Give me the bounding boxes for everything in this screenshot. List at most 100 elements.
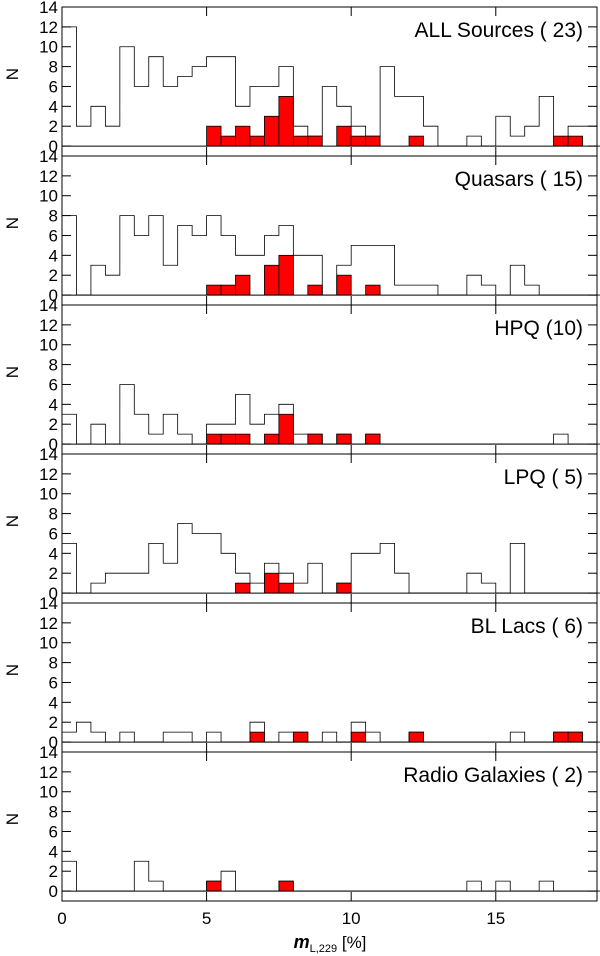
y-tick-label: 4 — [49, 842, 58, 861]
filled-bar — [292, 135, 309, 147]
y-tick-label: 12 — [39, 316, 58, 335]
y-tick-label: 4 — [49, 246, 58, 265]
filled-bar — [336, 582, 352, 594]
y-tick-label: 12 — [39, 763, 58, 782]
filled-bar — [206, 433, 222, 445]
filled-bar — [336, 125, 352, 147]
outline-histogram — [61, 860, 600, 892]
y-tick-label: 0 — [49, 733, 58, 752]
filled-bar — [264, 115, 280, 147]
x-axis-label-subscript: L,229 — [310, 943, 338, 955]
y-tick-label: 14 — [39, 0, 58, 17]
filled-bar — [553, 135, 569, 147]
filled-bar — [249, 135, 265, 147]
x-tick-label: 0 — [57, 909, 66, 928]
filled-bar — [278, 254, 294, 296]
y-tick-label: 10 — [39, 336, 58, 355]
filled-bar — [408, 135, 424, 147]
x-tick-label: 5 — [202, 909, 211, 928]
filled-bar — [553, 731, 569, 743]
filled-bar — [278, 96, 294, 147]
y-tick-label: 2 — [49, 266, 58, 285]
y-tick-label: 6 — [49, 524, 58, 543]
y-tick-label: 14 — [39, 743, 58, 762]
y-tick-label: 2 — [49, 415, 58, 434]
panel-title: ALL Sources ( 23) — [415, 19, 583, 42]
filled-bar — [206, 880, 222, 892]
y-tick-label: 10 — [39, 485, 58, 504]
x-axis-label-main: m — [294, 932, 310, 952]
y-tick-label: 8 — [49, 654, 58, 673]
y-tick-label: 8 — [49, 207, 58, 226]
y-axis-label: N — [3, 515, 22, 527]
y-tick-label: 2 — [49, 117, 58, 136]
filled-bar — [278, 880, 294, 892]
y-tick-label: 4 — [49, 395, 58, 414]
y-tick-label: 0 — [49, 137, 58, 156]
y-tick-label: 14 — [39, 296, 58, 315]
filled-bar — [307, 135, 323, 147]
y-tick-label: 6 — [49, 673, 58, 692]
outline-histogram — [61, 384, 600, 445]
panel-title: LPQ ( 5) — [504, 466, 583, 489]
y-tick-label: 12 — [39, 167, 58, 186]
filled-bar — [336, 274, 352, 296]
y-tick-label: 8 — [49, 58, 58, 77]
filled-bar — [249, 731, 265, 743]
y-tick-label: 0 — [49, 435, 58, 454]
filled-bar — [264, 433, 280, 445]
y-tick-label: 10 — [39, 187, 58, 206]
filled-bar — [206, 284, 222, 296]
filled-bar — [206, 125, 222, 147]
y-tick-label: 2 — [49, 713, 58, 732]
filled-bar — [292, 731, 309, 743]
filled-bar — [220, 433, 236, 445]
y-tick-label: 0 — [49, 584, 58, 603]
y-tick-label: 14 — [39, 594, 58, 613]
filled-bar — [220, 135, 236, 147]
filled-bar — [264, 264, 280, 296]
y-axis-label: N — [3, 68, 22, 80]
outline-histogram — [61, 721, 600, 743]
y-axis-label: N — [3, 217, 22, 229]
y-tick-label: 10 — [39, 783, 58, 802]
filled-bar — [307, 284, 323, 296]
filled-bar — [350, 135, 367, 147]
y-axis-label: N — [3, 813, 22, 825]
filled-bar — [336, 433, 352, 445]
y-tick-label: 4 — [49, 544, 58, 563]
panel-title: HPQ (10) — [494, 317, 583, 340]
y-tick-label: 6 — [49, 77, 58, 96]
y-tick-label: 12 — [39, 465, 58, 484]
y-tick-label: 14 — [39, 445, 58, 464]
y-tick-label: 2 — [49, 564, 58, 583]
outline-histogram — [61, 215, 600, 296]
x-axis-label-unit: [%] — [337, 933, 366, 952]
filled-bar — [365, 135, 381, 147]
filled-bar — [278, 582, 294, 594]
y-tick-label: 14 — [39, 147, 58, 166]
y-tick-label: 10 — [39, 634, 58, 653]
filled-bar — [365, 284, 381, 296]
filled-bar — [408, 731, 424, 743]
y-tick-label: 8 — [49, 356, 58, 375]
filled-bar — [235, 125, 251, 147]
y-axis-label: N — [3, 664, 22, 676]
x-axis: 0 5 10 15 — [57, 909, 505, 928]
panel-title: Quasars ( 15) — [455, 168, 583, 191]
x-tick-label: 10 — [342, 909, 361, 928]
y-tick-label: 8 — [49, 505, 58, 524]
filled-bar — [235, 433, 251, 445]
filled-bar — [235, 274, 251, 296]
outline-histogram — [61, 26, 600, 147]
y-tick-label: 0 — [49, 286, 58, 305]
y-tick-label: 6 — [49, 375, 58, 394]
filled-bar — [278, 413, 294, 445]
panel-frame — [61, 751, 598, 902]
filled-bar — [307, 433, 323, 445]
